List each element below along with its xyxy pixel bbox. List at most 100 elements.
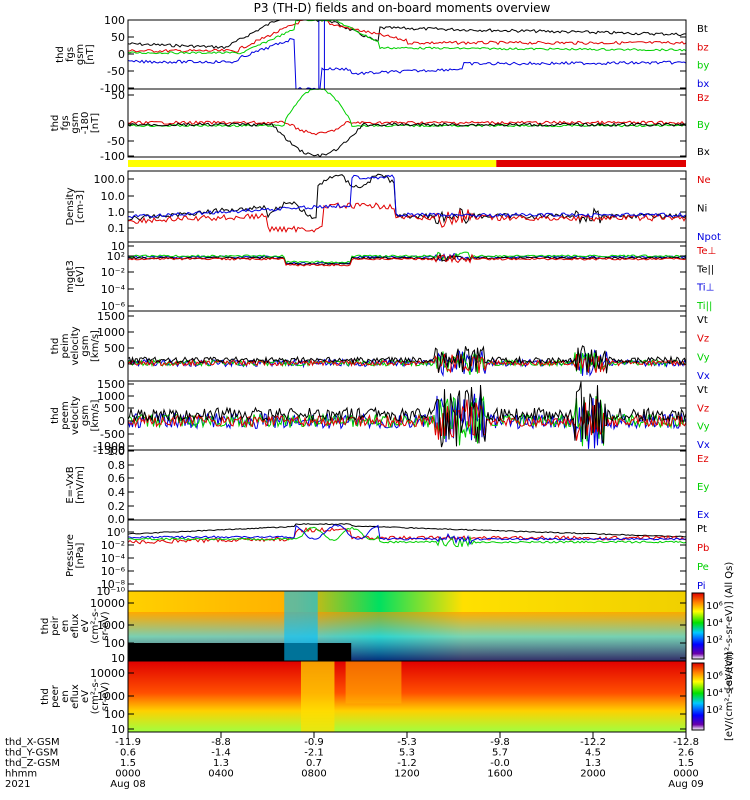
panel-frame bbox=[127, 19, 687, 90]
ytick-label: 1000 bbox=[97, 619, 125, 632]
xaxis-value: 0800 bbox=[301, 769, 326, 780]
ytick-label: 10000 bbox=[90, 667, 125, 680]
legend-pb: Pb bbox=[697, 543, 709, 554]
legend-vx: Vx bbox=[697, 371, 710, 382]
trace-Vt bbox=[128, 345, 686, 374]
xaxis-row-label: thd_Y-GSM bbox=[5, 748, 58, 759]
ytick-label: -100 bbox=[100, 82, 125, 95]
xaxis-value: 1.5 bbox=[120, 758, 136, 769]
ytick-label: 10² bbox=[107, 250, 125, 263]
ylabel-line: [nT] bbox=[85, 44, 96, 64]
xaxis-value: 0000 bbox=[673, 769, 698, 780]
ylabel-line: velocity bbox=[70, 326, 81, 365]
trace-by bbox=[128, 20, 686, 55]
xaxis-value: 0400 bbox=[208, 769, 233, 780]
ytick-label: 500 bbox=[104, 342, 125, 355]
ylabel-line: gsm bbox=[70, 112, 81, 133]
xaxis-row-label: 2021 bbox=[5, 779, 30, 790]
legend-pi: Pi bbox=[697, 581, 706, 592]
panel-frame bbox=[127, 241, 687, 312]
ytick-label: 0.0 bbox=[108, 513, 126, 526]
ytick-label: -500 bbox=[100, 428, 125, 441]
colorbar-tick: 10² bbox=[706, 635, 723, 646]
trace-Vz bbox=[128, 398, 686, 441]
trace-Npot bbox=[128, 174, 686, 219]
xaxis-row-label: hhmm bbox=[5, 769, 37, 780]
ylabel-line: peem bbox=[60, 401, 71, 429]
ylabel-line: en bbox=[60, 690, 71, 703]
xaxis-value: Aug 08 bbox=[110, 779, 145, 790]
legend-ez: Ez bbox=[697, 454, 709, 465]
legend-npot: Npot bbox=[697, 232, 721, 243]
ytick-label: 10⁻⁶ bbox=[101, 300, 126, 313]
legend-bz: Bz bbox=[697, 93, 709, 104]
ytick-label: -1000 bbox=[93, 440, 125, 453]
ylabel-line: mgqt3 bbox=[65, 260, 76, 293]
ylabel-line: en bbox=[60, 620, 71, 633]
panel-fgs: 100 50 0 -50 -100 thd fgs gsm [nT] Bt bz by bx bbox=[55, 14, 709, 95]
ylabel-line: [nT] bbox=[90, 113, 101, 133]
ytick-label: -50 bbox=[107, 135, 125, 148]
xaxis-value: 1600 bbox=[487, 769, 512, 780]
legend-ey: Ey bbox=[697, 482, 709, 493]
colorbar-tick: 10⁴ bbox=[706, 688, 723, 699]
ytick-label: 10 bbox=[111, 723, 125, 736]
xaxis-value: 4.5 bbox=[585, 748, 601, 759]
ylabel-line: thd bbox=[40, 618, 51, 635]
trace-temperature bbox=[128, 253, 686, 267]
ytick-label: 10⁻⁸ bbox=[101, 578, 126, 591]
xaxis-value: 5.7 bbox=[492, 748, 508, 759]
panel-traces bbox=[128, 251, 686, 267]
xaxis-value: -1.2 bbox=[397, 758, 417, 769]
ytick-label: 1.0 bbox=[108, 445, 126, 458]
legend-vy: Vy bbox=[697, 352, 710, 363]
xaxis-value: 0.6 bbox=[120, 748, 136, 759]
legend-ti||: Ti|| bbox=[696, 301, 712, 312]
legend-bx: Bx bbox=[697, 147, 710, 158]
ylabel-line: eV bbox=[80, 619, 91, 632]
plot-title: P3 (TH-D) fields and on-board moments ov… bbox=[254, 1, 551, 15]
ylabel-line: [cm-3] bbox=[75, 190, 86, 223]
ytick-label: 100 bbox=[104, 14, 125, 27]
trace-Vt bbox=[128, 381, 686, 448]
ytick-label: 0.1 bbox=[108, 222, 126, 235]
ytick-label: 0 bbox=[118, 358, 125, 371]
xaxis-value: Aug 09 bbox=[668, 779, 703, 790]
legend-vt: Vt bbox=[697, 385, 708, 396]
panel-traces bbox=[128, 381, 686, 449]
ylabel-line: Pressure bbox=[65, 534, 76, 577]
legend-by: by bbox=[697, 61, 709, 72]
panel-traces bbox=[128, 661, 686, 732]
spectrogram-band bbox=[284, 591, 318, 661]
ytick-label: -50 bbox=[107, 65, 125, 78]
trace-Bx bbox=[128, 122, 686, 157]
trace-Ne bbox=[128, 202, 686, 233]
ylabel-line: peir bbox=[50, 615, 61, 635]
ylabel-line: thd bbox=[50, 338, 61, 355]
colorbar-tick: 10⁶ bbox=[706, 601, 723, 612]
panel-traces bbox=[128, 20, 686, 89]
ytick-label: 0.6 bbox=[108, 472, 126, 485]
xaxis-value: -12.2 bbox=[580, 737, 606, 748]
ytick-label: 100 bbox=[104, 637, 125, 650]
xaxis-value: -5.3 bbox=[397, 737, 417, 748]
ytick-label: 0 bbox=[118, 118, 125, 131]
colorbar-tick: 10⁶ bbox=[706, 671, 723, 682]
ytick-label: 10⁻⁶ bbox=[101, 565, 126, 578]
ylabel-line: velocity bbox=[70, 396, 81, 435]
ylabel-line: peer bbox=[50, 684, 61, 708]
ytick-label: 10 bbox=[111, 240, 125, 253]
xaxis-value: -0.9 bbox=[304, 737, 324, 748]
legend-te||: Te|| bbox=[696, 264, 714, 275]
panel-traces bbox=[128, 523, 686, 548]
ylabel-line: eflux bbox=[70, 684, 81, 709]
panel-efield: 1.00.80.60.40.20.0 E=-VxB [mV/m] Ez Ey Ex bbox=[65, 445, 709, 526]
panel-traces bbox=[128, 591, 686, 661]
ytick-label: 1500 bbox=[97, 378, 125, 391]
spectrogram-background bbox=[128, 661, 686, 732]
ytick-label: 1500 bbox=[97, 310, 125, 323]
ytick-label: 10⁻² bbox=[101, 266, 125, 279]
ytick-label: 0 bbox=[118, 48, 125, 61]
